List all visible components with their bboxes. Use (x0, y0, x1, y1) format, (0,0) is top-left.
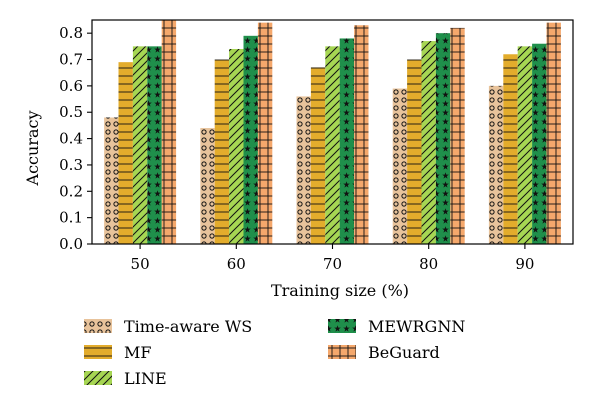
bar-mewrgnn-80 (435, 33, 451, 245)
bar-beguard-60 (257, 22, 273, 244)
y-tick-label: 0.0 (59, 235, 83, 253)
legend-swatch-beguard (328, 345, 356, 359)
x-tick-label: 80 (419, 255, 438, 273)
bar-beguard-90 (546, 22, 561, 244)
bar-time-aware-ws-90 (488, 85, 504, 244)
legend-label: Time-aware WS (124, 317, 252, 336)
legend-swatch-mewrgnn (328, 319, 356, 333)
y-tick-label: 0.2 (59, 182, 83, 200)
bar-mf-80 (407, 59, 422, 244)
legend-swatch-line (84, 371, 112, 385)
legend-label: BeGuard (368, 343, 440, 362)
legend: Time-aware WS MF LINE MEWRGNN BeGuard (84, 317, 465, 388)
legend-label: MEWRGNN (368, 317, 465, 336)
x-tick-label: 50 (131, 255, 150, 273)
y-tick-label: 0.6 (59, 77, 83, 95)
legend-swatch-mf (84, 345, 112, 359)
bar-line-90 (517, 46, 533, 244)
bar-mewrgnn-50 (147, 46, 162, 244)
y-tick-label: 0.5 (59, 103, 83, 121)
y-axis-label: Accuracy (23, 111, 42, 187)
bar-line-60 (229, 48, 244, 244)
bar-beguard-70 (354, 25, 369, 244)
bar-mf-50 (118, 62, 133, 244)
bar-time-aware-ws-50 (104, 117, 119, 244)
y-tick-label: 0.7 (59, 51, 83, 69)
bar-line-70 (325, 46, 340, 244)
x-tick-label: 60 (227, 255, 246, 273)
bar-line-80 (421, 41, 436, 244)
bar-mewrgnn-60 (243, 35, 258, 245)
bar-time-aware-ws-80 (392, 88, 408, 245)
legend-label: MF (124, 343, 151, 362)
bar-mf-90 (503, 54, 518, 245)
x-axis-label: Training size (%) (271, 281, 409, 300)
y-tick-label: 0.3 (59, 156, 83, 174)
legend-swatch-time-aware-ws (84, 319, 112, 333)
bar-mewrgnn-90 (532, 43, 547, 244)
bar-mf-60 (214, 59, 230, 244)
bar-mewrgnn-70 (339, 38, 355, 245)
x-tick-label: 90 (515, 255, 534, 273)
bar-time-aware-ws-60 (200, 128, 215, 244)
bar-mf-70 (310, 67, 326, 244)
y-tick-label: 0.8 (59, 24, 83, 42)
legend-label: LINE (124, 369, 167, 388)
bar-time-aware-ws-70 (296, 96, 311, 244)
plot-area: 0.0 0.1 0.2 0.3 0.4 0.5 0.6 0.7 0.8 50 60 70 80 90 (59, 19, 574, 273)
x-tick-label: 70 (323, 255, 342, 273)
y-tick-label: 0.4 (59, 130, 83, 148)
bar-beguard-80 (450, 27, 465, 244)
bar-line-50 (132, 46, 148, 244)
y-tick-label: 0.1 (59, 209, 83, 227)
bar-beguard-50 (161, 20, 177, 244)
